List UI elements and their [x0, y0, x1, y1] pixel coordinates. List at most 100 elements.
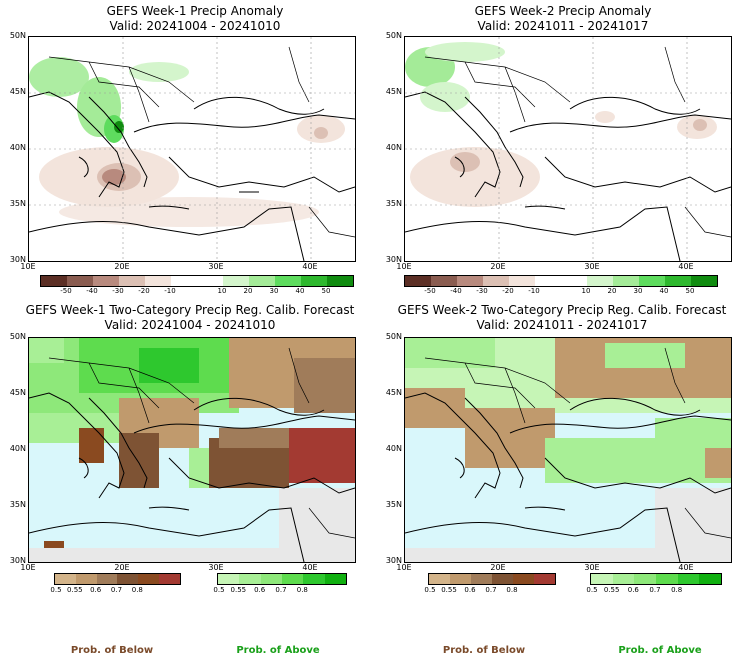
colorbar-tick-label: 0.55 [67, 586, 83, 594]
colorbar-tick-label: 10 [581, 287, 591, 295]
colorbar-swatch [699, 574, 722, 584]
colorbar-swatch [535, 276, 561, 286]
colorbar-swatch [509, 276, 535, 286]
colorbar-tick-label: 0.55 [441, 586, 457, 594]
coastlines [405, 91, 731, 261]
colorbar-swatch [324, 574, 346, 584]
colorbar-swatch [119, 276, 145, 286]
colorbar-tick-label: -50 [424, 287, 436, 295]
colorbar-swatch [41, 276, 67, 286]
coastlines [405, 392, 731, 562]
lon-tick-label: 40E [302, 262, 318, 271]
anomaly-field [405, 42, 717, 207]
lon-tick-label: 40E [302, 563, 318, 572]
colorbar-swatch [677, 574, 700, 584]
colorbar-tick-label: 10 [217, 287, 227, 295]
panel-valid-text: Valid: 20241004 - 20241010 [104, 318, 276, 332]
panel-valid-text: Valid: 20241011 - 20241017 [477, 19, 649, 33]
colorbar-swatch [634, 574, 657, 584]
above-colorbar-week2 [590, 573, 722, 585]
colorbar-tick-label: -40 [450, 287, 462, 295]
lat-tick-label: 30N [385, 255, 402, 264]
colorbar-tick-label: 0.8 [671, 586, 683, 594]
lat-tick-label: 45N [9, 87, 26, 96]
colorbar-tick-label: -40 [86, 287, 98, 295]
colorbar-swatch [171, 276, 197, 286]
colorbar-swatch [591, 574, 613, 584]
colorbar-tick-label: 0.5 [213, 586, 225, 594]
panel-title-text: GEFS Week-1 Two-Category Precip Reg. Cal… [25, 303, 355, 317]
panel-valid-text: Valid: 20241011 - 20241017 [476, 318, 648, 332]
lon-tick-label: 40E [678, 563, 694, 572]
lat-tick-label: 40N [385, 143, 402, 152]
map-w2-anomaly-svg [405, 37, 731, 261]
panel-title-w1-prob: GEFS Week-1 Two-Category Precip Reg. Cal… [0, 303, 380, 333]
colorbar-swatch [613, 276, 639, 286]
colorbar-tick-label: -30 [112, 287, 124, 295]
panel-title-w1-anom: GEFS Week-1 Precip Anomaly Valid: 202410… [20, 4, 370, 34]
gridlines [29, 37, 355, 261]
lat-tick-label: 45N [385, 87, 402, 96]
colorbar-swatch [303, 574, 325, 584]
colorbar-swatch [218, 574, 240, 584]
lat-tick-label: 50N [385, 31, 402, 40]
colorbar-tick-label: -30 [476, 287, 488, 295]
colorbar-swatch [159, 574, 180, 584]
lat-tick-label: 35N [385, 500, 402, 509]
colorbar-swatch [117, 574, 139, 584]
prob-below-title-week1: Prob. of Below [70, 645, 154, 656]
map-w1-anomaly [28, 36, 356, 262]
colorbar-tick-label: 0.7 [110, 586, 123, 594]
anomaly-field [29, 57, 345, 227]
lat-tick-label: 40N [385, 444, 402, 453]
colorbar-swatch [301, 276, 327, 286]
colorbar-swatch [260, 574, 282, 584]
below-colorbar-week1 [54, 573, 181, 585]
colorbar-tick-label: 40 [295, 287, 305, 295]
above-colorbar-week1 [217, 573, 347, 585]
colorbar-tick-label: 0.6 [464, 586, 476, 594]
lon-tick-label: 30E [584, 262, 600, 271]
panel-title-text: GEFS Week-2 Two-Category Precip Reg. Cal… [397, 303, 727, 317]
anomaly-colorbar-week2 [404, 275, 718, 287]
colorbar-swatch [483, 276, 509, 286]
colorbar-swatch [55, 574, 76, 584]
colorbar-tick-label: 50 [321, 287, 331, 295]
colorbar-tick-label: 0.6 [90, 586, 102, 594]
colorbar-tick-label: 50 [685, 287, 695, 295]
colorbar-tick-label: 20 [243, 287, 253, 295]
colorbar-tick-label: -10 [528, 287, 540, 295]
colorbar-swatch [639, 276, 665, 286]
colorbar-swatch [691, 276, 717, 286]
colorbar-swatch [96, 574, 118, 584]
colorbar-tick-label: 0.5 [424, 586, 436, 594]
prob-below-title-week2: Prob. of Below [442, 645, 526, 656]
lat-tick-label: 50N [385, 332, 402, 341]
colorbar-tick-label: 0.55 [603, 586, 620, 594]
colorbar-tick-label: 0.8 [506, 586, 518, 594]
prob-above-title-week1: Prob. of Above [236, 645, 320, 656]
lat-tick-label: 30N [385, 556, 402, 565]
colorbar-swatch [275, 276, 301, 286]
colorbar-swatch [656, 574, 678, 584]
panel-title-w2-anom: GEFS Week-2 Precip Anomaly Valid: 202410… [388, 4, 738, 34]
lat-tick-label: 35N [385, 199, 402, 208]
colorbar-swatch [197, 276, 223, 286]
lat-tick-label: 30N [9, 556, 26, 565]
colorbar-swatch [67, 276, 93, 286]
lat-tick-label: 45N [9, 388, 26, 397]
lat-tick-label: 50N [9, 31, 26, 40]
map-w2-probability [404, 337, 732, 563]
coastlines [29, 91, 355, 261]
below-colorbar-week2 [428, 573, 556, 585]
colorbar-swatch [75, 574, 97, 584]
colorbar-swatch [249, 276, 275, 286]
colorbar-swatch [429, 574, 450, 584]
colorbar-tick-label: 0.5 [586, 586, 598, 594]
lat-tick-label: 50N [9, 332, 26, 341]
probability-field [405, 338, 731, 562]
colorbar-swatch [93, 276, 119, 286]
colorbar-swatch [223, 276, 249, 286]
colorbar-tick-label: 0.7 [649, 586, 661, 594]
map-w1-probability-svg [29, 338, 355, 562]
